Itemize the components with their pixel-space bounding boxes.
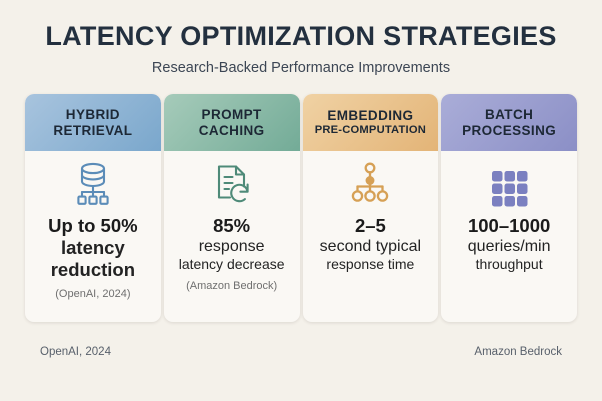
database-nodes-icon [67, 153, 119, 215]
document-refresh-icon [206, 153, 258, 215]
card-title-line2: CACHING [198, 122, 265, 138]
card-title-line2: RETRIEVAL [53, 122, 133, 138]
card-body-batch-processing: 100–1000 queries/min throughput [441, 151, 577, 322]
strategy-cards-row: HYBRID RETRIEVAL [25, 94, 577, 323]
card-title-line1: EMBEDDING [327, 108, 414, 124]
poster-header: LATENCY OPTIMIZATION STRATEGIES Research… [0, 0, 602, 77]
card-stat-main: 2–5 [354, 215, 386, 237]
card-stat-sub1: response [198, 238, 265, 256]
card-body-prompt-caching: 85% response latency decrease (Amazon Be… [164, 151, 300, 322]
card-body-embedding-precomputation: 2–5 second typical response time [303, 151, 439, 322]
footer-source-right: Amazon Bedrock [474, 346, 562, 359]
card-title-line2: PROCESSING [462, 122, 557, 138]
card-stat-main: 100–1000 [467, 215, 551, 237]
card-header-batch-processing: BATCH PROCESSING [441, 94, 577, 152]
grid-3x3-icon [483, 153, 535, 215]
page-subtitle: Research-Backed Performance Improvements [151, 60, 451, 77]
card-citation: (Amazon Bedrock) [186, 280, 278, 293]
card-title-line1: PROMPT [201, 106, 262, 122]
card-hybrid-retrieval[interactable]: HYBRID RETRIEVAL [25, 94, 161, 323]
card-header-embedding-precomputation: EMBEDDING PRE-COMPUTATION [302, 94, 439, 152]
card-stat-sub2: response time [326, 256, 415, 273]
card-title-line2: PRE-COMPUTATION [314, 124, 427, 137]
card-header-hybrid-retrieval: HYBRID RETRIEVAL [25, 94, 161, 152]
card-stat-sub2: throughput [475, 256, 543, 273]
footer-source-left: OpenAI, 2024 [40, 346, 111, 359]
card-embedding-precomputation[interactable]: EMBEDDING PRE-COMPUTATION [302, 94, 439, 323]
page-title: LATENCY OPTIMIZATION STRATEGIES [45, 21, 557, 51]
card-stat-sub2: reduction [50, 259, 136, 281]
card-title-line1: BATCH [485, 106, 534, 122]
card-body-hybrid-retrieval: Up to 50% latency reduction (OpenAI, 202… [25, 151, 161, 322]
card-stat-sub1: queries/min [467, 238, 551, 256]
card-stat-main: Up to 50% [48, 215, 138, 237]
card-prompt-caching[interactable]: PROMPT CACHING 85% response latency decr… [163, 94, 300, 323]
poster-footer: OpenAI, 2024 Amazon Bedrock [40, 322, 562, 358]
card-citation: (OpenAI, 2024) [55, 288, 131, 301]
card-stat-main: 85% [213, 215, 251, 237]
card-title-line1: HYBRID [65, 106, 120, 122]
hierarchy-tree-icon [344, 153, 396, 215]
card-stat-sub1: latency [60, 237, 125, 259]
card-header-prompt-caching: PROMPT CACHING [163, 94, 300, 152]
card-stat-sub2: latency decrease [178, 256, 285, 273]
card-stat-sub1: second typical [319, 238, 422, 256]
card-batch-processing[interactable]: BATCH PROCESSING [441, 94, 577, 323]
